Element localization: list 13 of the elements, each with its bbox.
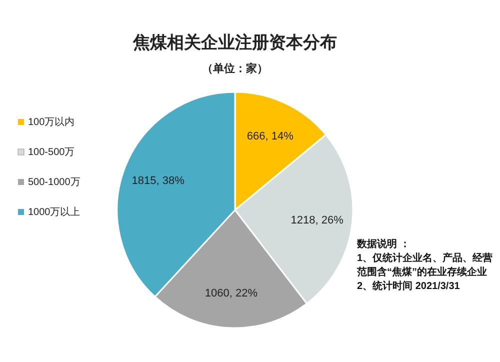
data-label: 1815, 38% [132, 174, 185, 187]
legend-label: 500-1000万 [28, 177, 80, 188]
text: 数据说明 ： [357, 238, 411, 252]
text: 2、统计时间 2021/3/31 [357, 280, 461, 294]
data-label: 666, 14% [246, 130, 294, 142]
text: 1、仅统计企业名、产品、经营范围含“焦煤”的在业存续企业 [357, 252, 494, 280]
chart-title: 焦煤相关企业注册资本分布 [132, 33, 337, 52]
legend-label: 100-500万 [28, 147, 75, 158]
data-label: 1060, 22% [204, 288, 258, 300]
legend-label: 100万以内 [28, 116, 75, 128]
data-label: 1218, 26% [290, 214, 344, 226]
chart-subtitle: （单位：家） [202, 62, 268, 75]
legend-label: 1000万以上 [28, 206, 80, 218]
